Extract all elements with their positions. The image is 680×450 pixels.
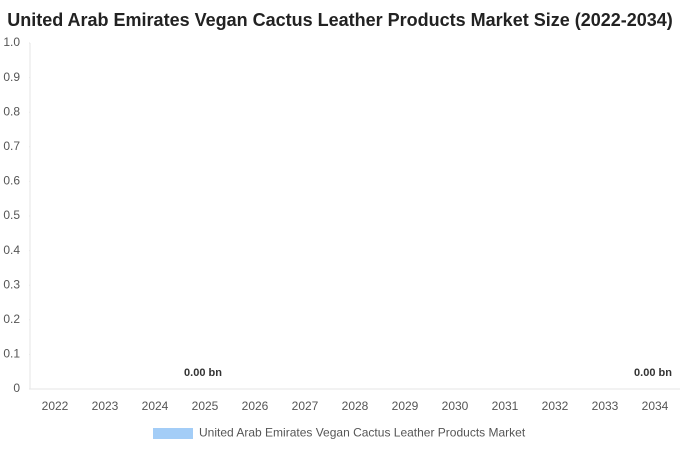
legend-swatch <box>153 428 193 439</box>
x-tick-label: 2024 <box>142 399 169 413</box>
y-tick-label: 0.2 <box>3 312 20 326</box>
y-tick-label: 0.7 <box>3 139 20 153</box>
y-tick-label: 0.1 <box>3 347 20 361</box>
x-tick-label: 2025 <box>192 399 219 413</box>
x-tick-label: 2030 <box>442 399 469 413</box>
x-tick-label: 2032 <box>542 399 569 413</box>
y-tick-label: 0 <box>13 381 20 395</box>
x-tick-label: 2029 <box>392 399 419 413</box>
x-tick-label: 2033 <box>592 399 619 413</box>
y-tick-label: 0.9 <box>3 70 20 84</box>
x-tick-label: 2031 <box>492 399 519 413</box>
chart-title: United Arab Emirates Vegan Cactus Leathe… <box>7 10 673 30</box>
data-label: 0.00 bn <box>634 367 672 379</box>
x-tick-label: 2028 <box>342 399 369 413</box>
x-tick-label: 2023 <box>92 399 119 413</box>
legend-label: United Arab Emirates Vegan Cactus Leathe… <box>199 426 526 440</box>
y-tick-label: 0.5 <box>3 208 20 222</box>
x-tick-label: 2027 <box>292 399 319 413</box>
data-label: 0.00 bn <box>184 367 222 379</box>
y-tick-label: 0.4 <box>3 243 20 257</box>
x-tick-label: 2026 <box>242 399 269 413</box>
x-tick-label: 2034 <box>642 399 669 413</box>
y-tick-label: 0.6 <box>3 174 20 188</box>
x-tick-label: 2022 <box>42 399 69 413</box>
y-tick-label: 1.0 <box>3 35 20 49</box>
y-tick-label: 0.8 <box>3 104 20 118</box>
y-tick-label: 0.3 <box>3 277 20 291</box>
